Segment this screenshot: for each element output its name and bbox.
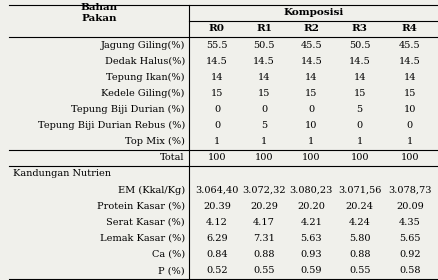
Text: Jagung Giling(%): Jagung Giling(%) [100, 40, 184, 50]
Text: 15: 15 [403, 89, 415, 98]
Text: 50.5: 50.5 [253, 41, 274, 50]
Text: Komposisi: Komposisi [283, 8, 343, 17]
Text: 100: 100 [301, 153, 320, 162]
Text: 0.88: 0.88 [348, 250, 370, 259]
Text: 0.52: 0.52 [206, 266, 227, 275]
Text: 5.80: 5.80 [348, 234, 370, 243]
Text: 0.84: 0.84 [206, 250, 227, 259]
Text: 0.93: 0.93 [300, 250, 321, 259]
Text: 0.55: 0.55 [348, 266, 370, 275]
Text: 14.5: 14.5 [398, 57, 420, 66]
Text: 14: 14 [304, 73, 317, 82]
Text: 5: 5 [261, 121, 267, 130]
Text: 20.20: 20.20 [297, 202, 325, 211]
Text: 100: 100 [254, 153, 273, 162]
Text: 1: 1 [356, 137, 362, 146]
Text: 0: 0 [406, 121, 412, 130]
Text: 0: 0 [307, 105, 314, 114]
Text: 14: 14 [257, 73, 270, 82]
Text: Tepung Biji Durian Rebus (%): Tepung Biji Durian Rebus (%) [38, 121, 184, 130]
Text: 10: 10 [403, 105, 415, 114]
Text: 6.29: 6.29 [206, 234, 227, 243]
Text: Lemak Kasar (%): Lemak Kasar (%) [99, 234, 184, 243]
Text: 14: 14 [403, 73, 415, 82]
Text: 45.5: 45.5 [398, 41, 420, 50]
Text: Serat Kasar (%): Serat Kasar (%) [106, 218, 184, 227]
Text: Kandungan Nutrien: Kandungan Nutrien [14, 169, 111, 178]
Text: Tepung Ikan(%): Tepung Ikan(%) [106, 73, 184, 82]
Text: 4.21: 4.21 [300, 218, 321, 227]
Text: 5.65: 5.65 [398, 234, 420, 243]
Text: EM (Kkal/Kg): EM (Kkal/Kg) [117, 185, 184, 195]
Text: 1: 1 [406, 137, 412, 146]
Text: 100: 100 [350, 153, 368, 162]
Text: 3.078,73: 3.078,73 [387, 186, 431, 195]
Text: 15: 15 [353, 89, 365, 98]
Text: 14.5: 14.5 [253, 57, 274, 66]
Text: 15: 15 [257, 89, 270, 98]
Text: 20.24: 20.24 [345, 202, 373, 211]
Text: 10: 10 [304, 121, 317, 130]
Text: 100: 100 [399, 153, 418, 162]
Text: R4: R4 [401, 24, 417, 33]
Text: 3.080,23: 3.080,23 [289, 186, 332, 195]
Text: Protein Kasar (%): Protein Kasar (%) [97, 202, 184, 211]
Text: 55.5: 55.5 [206, 41, 227, 50]
Text: 14: 14 [210, 73, 223, 82]
Text: 3.071,56: 3.071,56 [337, 186, 381, 195]
Text: 4.24: 4.24 [348, 218, 370, 227]
Text: 3.072,32: 3.072,32 [242, 186, 285, 195]
Text: 14.5: 14.5 [348, 57, 370, 66]
Text: 15: 15 [304, 89, 317, 98]
Text: 0: 0 [356, 121, 362, 130]
Text: 0.88: 0.88 [253, 250, 274, 259]
Text: R0: R0 [208, 24, 224, 33]
Text: 14: 14 [353, 73, 365, 82]
Text: 4.17: 4.17 [253, 218, 274, 227]
Text: Ca (%): Ca (%) [152, 250, 184, 259]
Text: 1: 1 [213, 137, 219, 146]
Text: 1: 1 [307, 137, 314, 146]
Text: 0.59: 0.59 [300, 266, 321, 275]
Text: 20.29: 20.29 [250, 202, 277, 211]
Text: 14.5: 14.5 [300, 57, 321, 66]
Text: 45.5: 45.5 [300, 41, 321, 50]
Text: P (%): P (%) [158, 266, 184, 275]
Text: 20.39: 20.39 [202, 202, 230, 211]
Text: 5.63: 5.63 [300, 234, 321, 243]
Text: 0.58: 0.58 [398, 266, 420, 275]
Text: 7.31: 7.31 [253, 234, 274, 243]
Text: 0.55: 0.55 [253, 266, 274, 275]
Text: Dedak Halus(%): Dedak Halus(%) [104, 57, 184, 66]
Text: 0: 0 [261, 105, 267, 114]
Text: 3.064,40: 3.064,40 [195, 186, 238, 195]
Text: Top Mix (%): Top Mix (%) [125, 137, 184, 146]
Text: Tepung Biji Durian (%): Tepung Biji Durian (%) [71, 105, 184, 114]
Text: Total: Total [160, 153, 184, 162]
Text: 0: 0 [213, 105, 219, 114]
Text: 15: 15 [210, 89, 223, 98]
Text: R1: R1 [255, 24, 272, 33]
Text: 4.12: 4.12 [205, 218, 227, 227]
Text: 0.92: 0.92 [398, 250, 420, 259]
Text: 5: 5 [356, 105, 362, 114]
Text: Bahan
Pakan: Bahan Pakan [81, 3, 117, 22]
Text: 0: 0 [213, 121, 219, 130]
Text: 14.5: 14.5 [205, 57, 227, 66]
Text: 20.09: 20.09 [395, 202, 423, 211]
Text: 50.5: 50.5 [348, 41, 370, 50]
Text: Kedele Giling(%): Kedele Giling(%) [101, 89, 184, 98]
Text: 4.35: 4.35 [398, 218, 420, 227]
Text: R3: R3 [351, 24, 367, 33]
Text: R2: R2 [303, 24, 318, 33]
Text: 1: 1 [260, 137, 267, 146]
Text: 100: 100 [207, 153, 226, 162]
